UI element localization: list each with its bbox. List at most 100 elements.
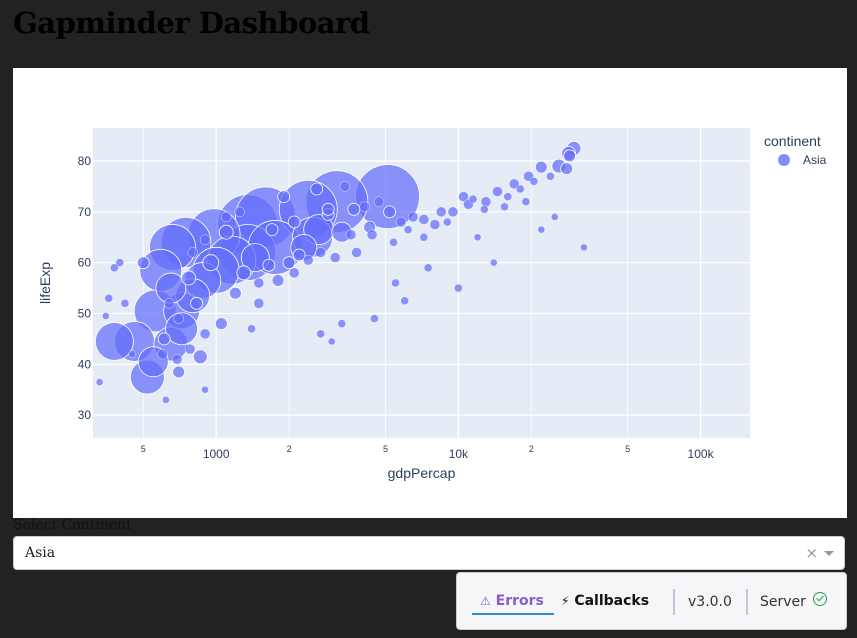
- data-point[interactable]: [345, 229, 357, 240]
- data-point[interactable]: [328, 337, 336, 346]
- graph-container[interactable]: 5 1000 2 5 10k 2 5 100k 30 40 50 60 70 80 gdpPercap l…: [13, 68, 847, 518]
- data-point[interactable]: [214, 317, 228, 331]
- data-point[interactable]: [351, 247, 362, 258]
- scatter-chart[interactable]: 5 1000 2 5 10k 2 5 100k 30 40 50 60 70 80 gdpPercap l…: [13, 68, 847, 518]
- data-point[interactable]: [537, 225, 546, 234]
- data-point[interactable]: [490, 258, 498, 267]
- data-point[interactable]: [403, 225, 413, 234]
- data-point[interactable]: [102, 312, 110, 320]
- data-point[interactable]: [303, 254, 314, 266]
- data-point[interactable]: [458, 191, 469, 202]
- data-point[interactable]: [253, 298, 265, 309]
- data-point[interactable]: [389, 238, 398, 247]
- data-point[interactable]: [164, 298, 175, 309]
- data-point[interactable]: [128, 350, 136, 358]
- data-point[interactable]: [228, 286, 242, 300]
- data-point[interactable]: [560, 162, 574, 176]
- data-point[interactable]: [551, 213, 559, 221]
- data-point[interactable]: [521, 197, 531, 206]
- data-point[interactable]: [580, 243, 588, 252]
- legend-item-asia[interactable]: Asia: [803, 153, 827, 167]
- data-point[interactable]: [407, 211, 419, 223]
- data-point[interactable]: [316, 329, 325, 339]
- data-point[interactable]: [247, 324, 256, 333]
- data-point[interactable]: [529, 177, 539, 186]
- data-point[interactable]: [292, 248, 306, 262]
- clear-icon[interactable]: ×: [805, 544, 818, 562]
- data-point[interactable]: [473, 233, 482, 241]
- data-point[interactable]: [120, 299, 130, 308]
- data-point[interactable]: [115, 258, 125, 267]
- data-point[interactable]: [234, 206, 245, 218]
- data-point[interactable]: [265, 223, 279, 237]
- data-point[interactable]: [262, 258, 276, 272]
- server-status-label[interactable]: Server: [760, 594, 806, 610]
- data-point[interactable]: [366, 229, 378, 240]
- callbacks-tab[interactable]: ⚡ Callbacks: [561, 587, 649, 615]
- data-point[interactable]: [436, 206, 447, 218]
- data-point[interactable]: [165, 312, 199, 346]
- data-point[interactable]: [282, 256, 296, 270]
- data-point[interactable]: [492, 186, 503, 197]
- data-point[interactable]: [321, 202, 335, 216]
- data-point[interactable]: [315, 247, 326, 258]
- data-point[interactable]: [423, 263, 433, 272]
- data-point[interactable]: [181, 270, 197, 286]
- data-point[interactable]: [500, 202, 509, 211]
- legend-marker[interactable]: [778, 154, 790, 166]
- data-point[interactable]: [95, 378, 104, 386]
- data-point[interactable]: [391, 278, 400, 288]
- data-point[interactable]: [373, 196, 385, 207]
- data-point[interactable]: [359, 201, 370, 212]
- data-point[interactable]: [236, 265, 252, 281]
- data-point[interactable]: [240, 243, 270, 272]
- data-point[interactable]: [508, 178, 520, 190]
- chevron-down-icon[interactable]: [824, 551, 834, 556]
- data-point[interactable]: [534, 160, 548, 174]
- data-point[interactable]: [201, 386, 209, 394]
- data-point[interactable]: [190, 296, 203, 310]
- data-point[interactable]: [429, 219, 441, 230]
- data-point[interactable]: [172, 365, 186, 379]
- data-point[interactable]: [202, 254, 220, 272]
- data-point[interactable]: [454, 283, 463, 293]
- data-point[interactable]: [171, 354, 183, 365]
- data-point[interactable]: [277, 190, 291, 204]
- data-point[interactable]: [157, 332, 171, 346]
- data-point[interactable]: [563, 149, 577, 163]
- data-point[interactable]: [253, 277, 265, 289]
- data-point[interactable]: [370, 314, 379, 323]
- errors-tab[interactable]: ⚠ Errors: [472, 587, 554, 615]
- data-point[interactable]: [468, 194, 478, 204]
- data-point[interactable]: [447, 206, 459, 218]
- data-point[interactable]: [310, 182, 324, 196]
- data-point[interactable]: [337, 319, 346, 328]
- data-point[interactable]: [329, 252, 341, 263]
- continent-dropdown[interactable]: Asia ×: [13, 536, 845, 570]
- data-point[interactable]: [271, 274, 285, 287]
- data-point[interactable]: [418, 214, 430, 225]
- data-point[interactable]: [400, 296, 409, 305]
- data-point[interactable]: [95, 322, 134, 361]
- data-point[interactable]: [480, 205, 489, 214]
- data-point[interactable]: [162, 396, 170, 404]
- data-point[interactable]: [104, 294, 113, 303]
- data-point[interactable]: [136, 256, 150, 270]
- data-point[interactable]: [419, 233, 429, 242]
- data-point[interactable]: [157, 348, 168, 360]
- data-point[interactable]: [515, 184, 525, 194]
- data-point[interactable]: [503, 192, 513, 201]
- data-point[interactable]: [199, 328, 211, 340]
- data-point[interactable]: [187, 247, 198, 258]
- data-point[interactable]: [110, 263, 119, 272]
- data-point[interactable]: [480, 196, 492, 207]
- data-point[interactable]: [289, 267, 300, 279]
- data-point[interactable]: [173, 313, 184, 324]
- data-point[interactable]: [546, 172, 555, 181]
- data-point[interactable]: [199, 234, 211, 246]
- data-point[interactable]: [192, 349, 208, 365]
- data-point[interactable]: [339, 181, 351, 192]
- data-point[interactable]: [383, 205, 396, 219]
- data-point[interactable]: [395, 216, 407, 228]
- data-point[interactable]: [347, 202, 361, 216]
